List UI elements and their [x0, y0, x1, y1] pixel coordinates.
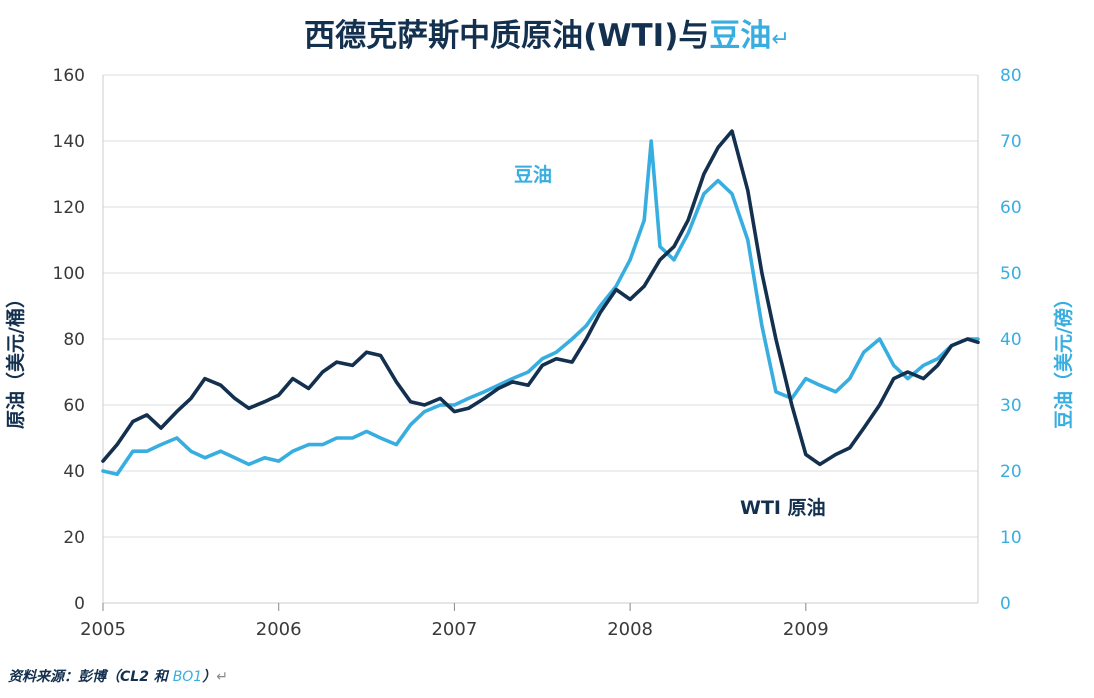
left-tick-label: 40	[63, 462, 85, 482]
chart-title-return-mark: ↵	[771, 27, 790, 52]
source-note: 资料来源：彭博（CL2 和 BO1）↵	[8, 666, 228, 686]
right-axis-title: 豆油（美元/磅）	[1052, 289, 1075, 429]
labels: 豆油 WTI 原油	[514, 164, 826, 519]
right-tick-label: 70	[1000, 132, 1022, 152]
chart-title-main: 西德克萨斯中质原油(WTI)与	[304, 18, 710, 54]
left-axis-title: 原油（美元/桶）	[4, 289, 27, 429]
source-return-mark: ↵	[216, 669, 228, 685]
x-tick-label: 2008	[607, 619, 653, 640]
wti-series-line	[101, 129, 980, 467]
soybean-oil-series-label: 豆油	[514, 164, 552, 186]
left-tick-label: 100	[53, 264, 85, 284]
right-tick-label: 0	[1000, 594, 1011, 614]
left-tick-label: 160	[53, 66, 85, 86]
chart-title: 西德克萨斯中质原油(WTI)与豆油↵	[0, 10, 1094, 55]
left-tick-label: 120	[53, 198, 85, 218]
grid-lines	[103, 74, 978, 538]
left-tick-label: 0	[74, 594, 85, 614]
source-prefix: 资料来源：彭博（CL2 和	[8, 669, 173, 685]
soybean-oil-series-line	[101, 139, 980, 477]
chart-title-accent: 豆油	[709, 18, 772, 54]
right-tick-label: 60	[1000, 198, 1022, 218]
right-tick-label: 10	[1000, 528, 1022, 548]
right-tick-label: 30	[1000, 396, 1022, 416]
left-tick-label: 20	[63, 528, 85, 548]
right-tick-label: 20	[1000, 462, 1022, 482]
right-tick-label: 80	[1000, 66, 1022, 86]
left-tick-label: 60	[63, 396, 85, 416]
source-suffix: ）	[202, 669, 217, 685]
axes: 0 20 40 60 80 100 120 140 160 0 10 20 30 40 50 60 70 80 20…	[4, 66, 1075, 640]
x-tick-label: 2005	[80, 619, 126, 640]
wti-series-label: WTI 原油	[740, 497, 826, 519]
left-tick-label: 80	[63, 330, 85, 350]
x-tick-label: 2006	[256, 619, 302, 640]
left-tick-label: 140	[53, 132, 85, 152]
x-tick-label: 2009	[783, 619, 829, 640]
source-code: BO1	[172, 669, 203, 685]
right-tick-label: 40	[1000, 330, 1022, 350]
x-tick-label: 2007	[431, 619, 477, 640]
series-lines	[101, 129, 980, 477]
right-tick-label: 50	[1000, 264, 1022, 284]
